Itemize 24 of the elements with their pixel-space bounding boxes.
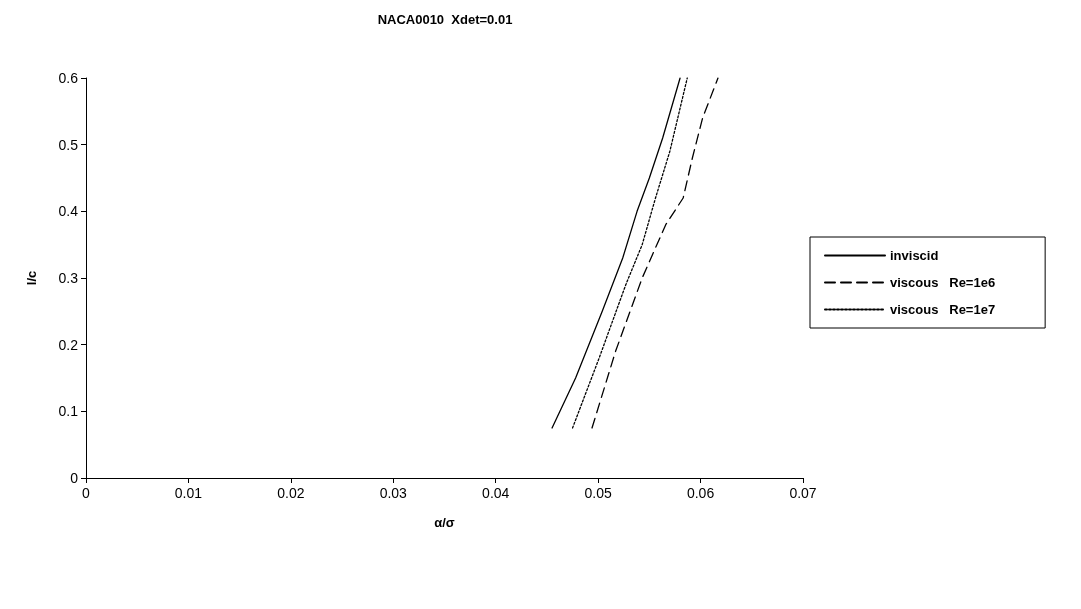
legend-label: inviscid [890, 248, 939, 263]
y-tick-label: 0.1 [58, 403, 79, 420]
legend-label: viscous Re=1e6 [890, 275, 996, 290]
x-tick-label: 0 [82, 485, 91, 501]
x-tick-label: 0.03 [379, 485, 408, 501]
x-tick-label: 0.07 [789, 485, 817, 501]
y-tick-label: 0.6 [58, 70, 79, 86]
y-tick-label: 0.2 [58, 336, 79, 353]
y-axis-title: l/c [24, 270, 39, 286]
chart-title: NACA0010 Xdet=0.01 [377, 12, 513, 27]
line-series [551, 77, 681, 429]
x-tick-label: 0.04 [482, 485, 510, 501]
x-tick-label: 0.02 [277, 485, 305, 501]
x-tick-label: 0.06 [686, 485, 715, 501]
y-tick-label: 0.4 [58, 203, 79, 220]
y-tick-label: 0 [70, 470, 79, 486]
x-tick-label: 0.05 [584, 485, 612, 501]
legend-label: viscous Re=1e7 [890, 302, 996, 317]
line-series [571, 77, 688, 429]
line-series [591, 77, 719, 429]
x-tick-label: 0.01 [174, 485, 203, 501]
x-axis-title: α/σ [434, 515, 455, 530]
y-tick-label: 0.5 [58, 136, 79, 153]
y-tick-label: 0.3 [58, 270, 79, 286]
